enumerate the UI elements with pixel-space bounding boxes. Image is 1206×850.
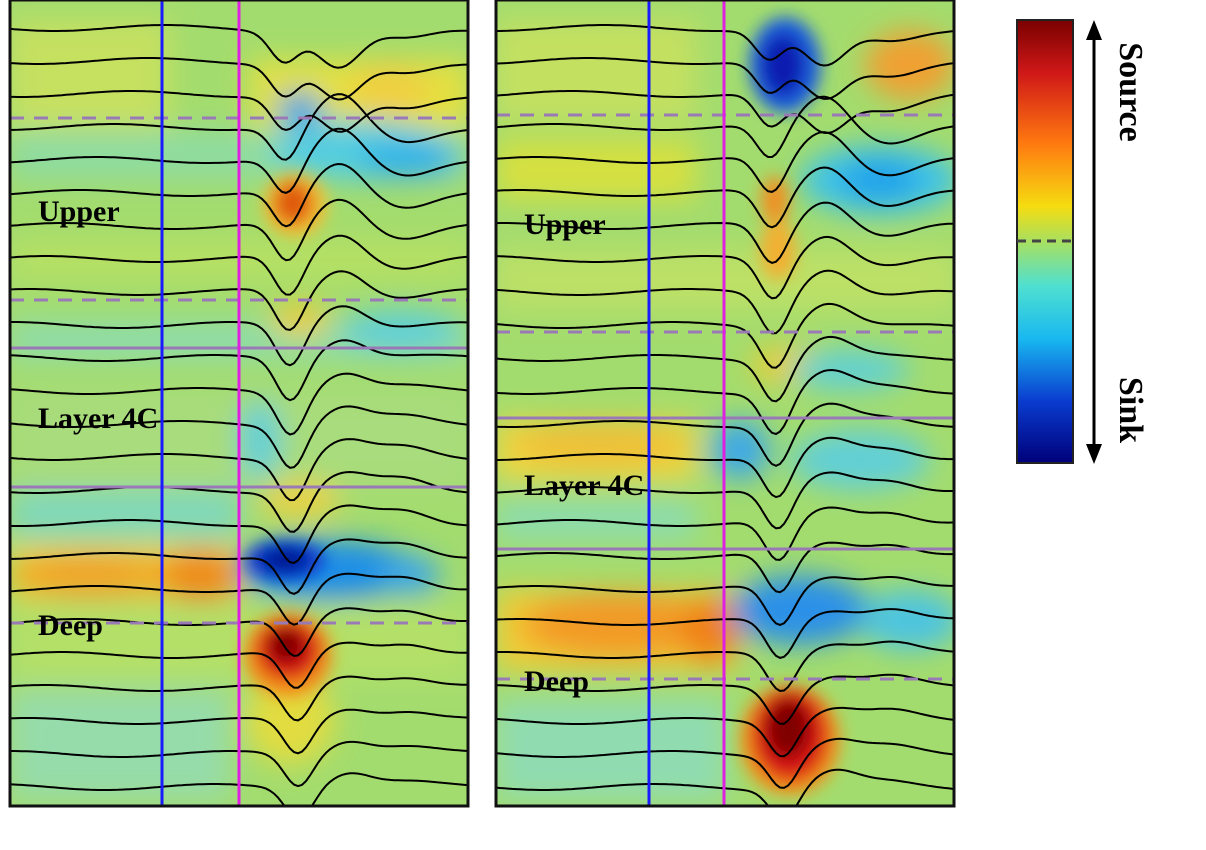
lfp-trace <box>496 201 954 264</box>
lfp-trace <box>496 768 954 806</box>
panel-right-label-upper: Upper <box>524 208 606 241</box>
lfp-trace <box>496 541 954 594</box>
lfp-trace <box>496 302 954 369</box>
lfp-trace <box>496 640 954 693</box>
colorbar-label-sink: Sink <box>1112 377 1149 443</box>
panel-left-label-layer4c: Layer 4C <box>38 402 158 435</box>
lfp-trace <box>496 506 954 561</box>
panel-left: Upper Layer 4C Deep <box>8 0 470 808</box>
lfp-trace <box>496 24 954 67</box>
lfp-trace <box>496 269 954 335</box>
lfp-trace <box>496 131 954 193</box>
colorbar-label-source: Source <box>1112 42 1149 141</box>
panel-right: Upper Layer 4C Deep <box>494 0 956 808</box>
colorbar-arrow <box>1086 20 1102 464</box>
lfp-trace <box>496 576 954 626</box>
lfp-trace <box>496 471 954 530</box>
lfp-trace <box>496 673 954 725</box>
panel-right-traces <box>496 24 954 806</box>
lfp-trace <box>496 95 954 158</box>
panel-right-heatmap <box>496 20 954 800</box>
panel-right-label-deep: Deep <box>524 665 589 698</box>
panel-left-label-deep: Deep <box>38 609 103 642</box>
lfp-trace <box>496 368 954 436</box>
lfp-trace <box>496 90 954 135</box>
colorbar: Source Sink <box>1016 19 1149 464</box>
lfp-trace <box>496 737 954 789</box>
lfp-trace <box>496 402 954 467</box>
lfp-trace <box>496 235 954 300</box>
panel-left-frame <box>8 0 470 808</box>
lfp-trace <box>496 57 954 100</box>
lfp-trace <box>496 436 954 499</box>
panel-right-label-layer4c: Layer 4C <box>524 469 644 502</box>
lfp-trace <box>496 166 954 229</box>
panel-right-blobs <box>740 17 840 795</box>
lfp-trace <box>496 706 954 758</box>
panel-right-frame <box>494 0 956 808</box>
lfp-trace <box>496 608 954 659</box>
panel-left-label-upper: Upper <box>38 195 120 228</box>
lfp-trace <box>496 335 954 403</box>
